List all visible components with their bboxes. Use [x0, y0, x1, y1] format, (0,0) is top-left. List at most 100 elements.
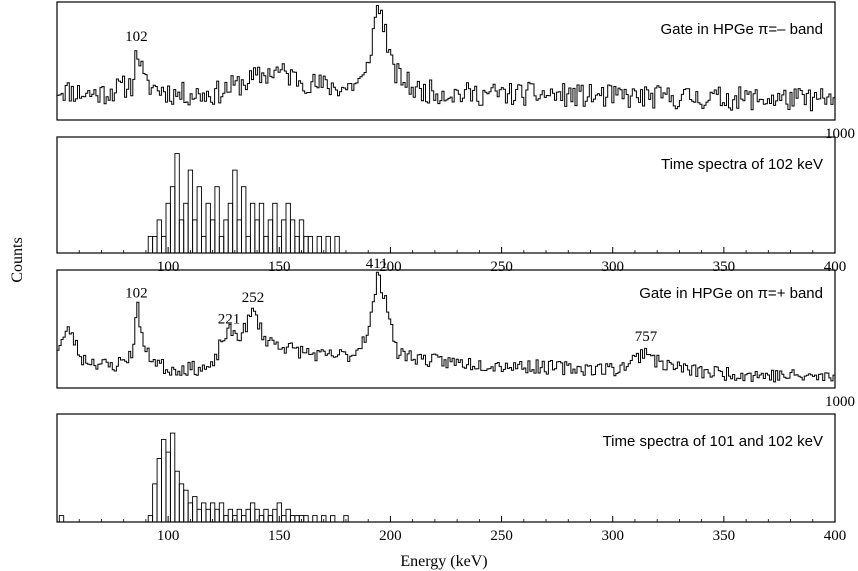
- histogram-bar: [192, 219, 198, 254]
- histogram-bar: [161, 235, 167, 254]
- histogram-bar: [294, 235, 300, 254]
- peak-label: 411: [366, 256, 388, 272]
- plot-frame: [56, 136, 836, 254]
- histogram-bar: [214, 508, 220, 523]
- histogram-bar: [227, 202, 234, 254]
- histogram-bar: [218, 235, 225, 254]
- histogram-bar: [174, 470, 180, 523]
- panel-title: Gate in HPGe π=– band: [660, 21, 823, 38]
- x-tick-label: 100: [157, 528, 180, 544]
- spectrum-trace: [57, 271, 835, 383]
- histogram-bar: [245, 235, 251, 254]
- histogram-bar: [298, 219, 305, 254]
- histogram-bar: [152, 483, 158, 523]
- x-tick-label: 150: [268, 259, 291, 275]
- x-tick-label: 300: [601, 528, 624, 544]
- x-tick-label: 250: [490, 528, 513, 544]
- peak-label: 102: [125, 29, 148, 45]
- x-tick-label: 250: [490, 259, 513, 275]
- histogram-bar: [156, 458, 162, 523]
- histogram-bar: [147, 235, 154, 254]
- histogram-bar: [325, 235, 331, 254]
- histogram-bar: [183, 489, 189, 523]
- histogram-bar: [267, 219, 274, 254]
- histogram-bar: [272, 508, 278, 523]
- panel-title: Time spectra of 102 keV: [661, 156, 823, 173]
- histogram-bar: [218, 502, 225, 523]
- histogram-bar: [267, 515, 274, 523]
- histogram-bar: [263, 235, 269, 254]
- histogram-bar: [152, 235, 158, 254]
- panel-title: Time spectra of 101 and 102 keV: [603, 433, 823, 450]
- histogram-bar: [169, 432, 176, 523]
- histogram-bar: [307, 235, 314, 254]
- histogram-bar: [205, 202, 211, 254]
- histogram-bar: [285, 202, 291, 254]
- x-tick-label: 300: [601, 259, 624, 275]
- x-tick-label: 400: [824, 259, 847, 275]
- panel-time-spectra-101-102: Time spectra of 101 and 102 keV 100 150 200…: [56, 413, 847, 544]
- histogram-bar: [192, 496, 198, 523]
- histogram-bar: [254, 219, 260, 254]
- histogram-bar: [241, 186, 247, 254]
- spectrum-trace: [57, 5, 835, 112]
- panel-time-spectra-102: Time spectra of 102 keV 100 150 200 250 300 35…: [56, 136, 847, 275]
- histogram-bar: [334, 235, 340, 254]
- histogram-bar: [245, 508, 251, 523]
- histogram-bar: [303, 235, 309, 254]
- histogram-bar: [223, 219, 229, 254]
- histogram-bar: [147, 515, 154, 523]
- histogram-bar: [281, 515, 287, 523]
- y-axis-label: Counts: [9, 237, 26, 282]
- histogram-bar: [289, 515, 296, 523]
- x-tick-label: 150: [268, 528, 291, 544]
- histogram-bar: [258, 202, 265, 254]
- axis-end-label: 1000: [825, 394, 855, 410]
- histogram-bar: [201, 235, 207, 254]
- x-tick-label: 200: [379, 528, 402, 544]
- histogram-bar: [156, 219, 162, 254]
- x-tick-label: 200: [379, 259, 402, 275]
- histogram-bar: [214, 186, 220, 254]
- histogram-bar: [169, 186, 176, 254]
- histogram-bar: [201, 502, 207, 523]
- plot-frame: [56, 269, 836, 389]
- histogram-bar: [312, 515, 318, 523]
- histogram-bar: [196, 508, 202, 523]
- histogram-bar: [223, 515, 229, 523]
- histogram-bar: [281, 219, 287, 254]
- histogram-bar: [236, 508, 242, 523]
- histogram-bar: [285, 508, 291, 523]
- axis-end-label: 1000: [825, 126, 855, 142]
- histogram-bar: [258, 515, 265, 523]
- histogram-bar: [205, 508, 211, 523]
- histogram-bar: [232, 169, 238, 254]
- peak-label: 102: [125, 285, 148, 301]
- histogram-bar: [227, 508, 234, 523]
- panel-gate-pi-minus: Gate in HPGe π=– band1024111000: [56, 0, 855, 142]
- histogram-bar: [161, 438, 167, 523]
- histogram-bar: [178, 483, 185, 523]
- x-tick-label: 350: [713, 259, 736, 275]
- histogram-bar: [196, 186, 202, 254]
- histogram-bar: [236, 219, 242, 254]
- histogram-bar: [272, 202, 278, 254]
- x-tick-label: 350: [713, 528, 736, 544]
- histogram-bar: [249, 202, 256, 254]
- histogram-bar: [249, 502, 256, 523]
- histogram-bar: [183, 202, 189, 254]
- histogram-bar: [174, 153, 180, 254]
- histogram-bar: [316, 235, 322, 254]
- histogram-bar: [165, 451, 171, 523]
- histogram-bar: [209, 219, 216, 254]
- x-axis-label: Energy (keV): [400, 553, 487, 570]
- histogram-bar: [303, 515, 309, 523]
- histogram-bar: [178, 219, 185, 254]
- plot-frame: [56, 413, 836, 523]
- panel-title: Gate in HPGe on π=+ band: [639, 285, 823, 302]
- histogram-bar: [165, 202, 171, 254]
- x-tick-label: 400: [824, 528, 847, 544]
- histogram-bar: [58, 515, 65, 523]
